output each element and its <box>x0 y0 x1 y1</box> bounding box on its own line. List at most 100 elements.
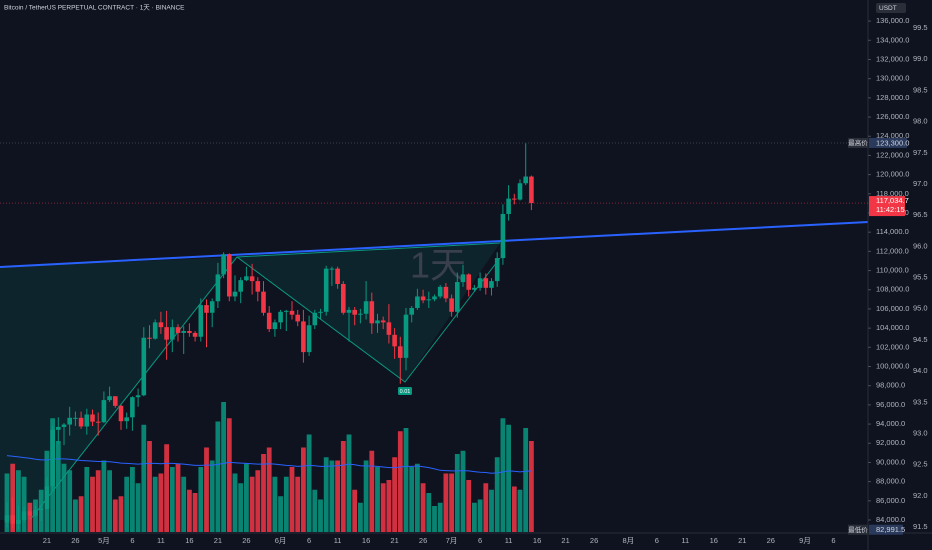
x-tick-label: 16 <box>185 536 193 545</box>
volume-ma-line <box>6 455 532 474</box>
volume-bar <box>340 441 346 532</box>
candle-body <box>261 291 266 313</box>
high-value: 123,300.0 <box>876 138 909 147</box>
volume-bar <box>118 496 124 532</box>
volume-bar <box>95 470 101 532</box>
y-tick-label: 112,000.0 <box>876 246 909 255</box>
volume-bar <box>107 470 112 532</box>
y-tick-label: 118,000.0 <box>876 189 909 198</box>
candle-body <box>56 426 61 430</box>
volume-bar <box>346 434 352 532</box>
candle-body <box>352 309 357 315</box>
y-tick-label: 102,000.0 <box>876 342 909 351</box>
x-tick-label: 26 <box>590 536 598 545</box>
x-tick-label: 16 <box>710 536 718 545</box>
volume-bar <box>329 460 335 532</box>
volume-bar <box>158 473 164 532</box>
candle-body <box>238 280 243 292</box>
volume-bar <box>226 418 232 532</box>
volume-bar <box>443 473 449 532</box>
candle-body <box>278 311 283 323</box>
volume-bar <box>124 476 130 532</box>
volume-bar <box>335 460 340 532</box>
candle-body <box>33 509 38 516</box>
low-label: 最低价 <box>848 525 868 534</box>
candle-body <box>118 405 124 422</box>
volume-bar <box>21 476 27 532</box>
volume-bar <box>369 450 375 532</box>
candle-body <box>21 511 27 521</box>
candle-body <box>113 396 118 406</box>
x-tick-label: 6月 <box>275 536 287 545</box>
candle-body <box>386 322 392 335</box>
volume-bar <box>301 447 306 532</box>
last-price-box <box>869 196 905 217</box>
y-tick-label: 130,000.0 <box>876 74 909 83</box>
candle-body <box>221 254 226 275</box>
y-tick-label: 92,000.0 <box>876 438 905 447</box>
x-tick-label: 21 <box>390 536 398 545</box>
y-tick-label: 86,000.0 <box>876 496 905 505</box>
candle-body <box>158 322 164 328</box>
x-tick-label: 11 <box>334 536 342 545</box>
candle-body <box>152 322 158 339</box>
pattern-label: 0.01 <box>400 389 411 395</box>
x-tick-label: 21 <box>738 536 746 545</box>
candle-body <box>187 331 192 333</box>
candle-body <box>215 274 221 302</box>
candle-body <box>500 213 506 259</box>
candle-body <box>255 281 261 292</box>
y-tick-label: 110,000.0 <box>876 266 909 275</box>
volume-bar <box>506 424 511 532</box>
y-tick-label: 132,000.0 <box>876 54 909 63</box>
y-tick-label: 100,000.0 <box>876 361 909 370</box>
x-tick-label: 21 <box>43 536 51 545</box>
candle-body <box>432 296 437 300</box>
volume-bar <box>306 434 312 532</box>
volume-bar <box>386 480 392 532</box>
y2-tick-label: 91.5 <box>913 522 928 531</box>
candle-body <box>494 258 500 282</box>
candle-body <box>181 331 186 333</box>
x-tick-label: 26 <box>767 536 775 545</box>
candle-body <box>329 268 335 270</box>
volume-bar <box>175 463 181 532</box>
high-label: 最高价 <box>848 138 868 147</box>
volume-bar <box>426 493 432 532</box>
high-label-box <box>848 137 868 148</box>
y-tick-label: 88,000.0 <box>876 477 905 486</box>
volume-bar <box>523 428 529 532</box>
low-label-box <box>848 524 868 535</box>
candle-body <box>358 313 363 315</box>
volume-bar <box>16 470 21 532</box>
y2-tick-label: 96.0 <box>913 241 928 250</box>
candle-body <box>170 327 175 340</box>
y2-tick-label: 95.0 <box>913 304 928 313</box>
volume-bar <box>409 467 415 532</box>
y2-tick-label: 95.5 <box>913 273 928 282</box>
candle-body <box>44 486 50 509</box>
volume-bar <box>432 506 437 532</box>
x-tick-label: 26 <box>419 536 427 545</box>
candle-body <box>301 321 306 353</box>
candle-body <box>67 417 72 425</box>
candle-body <box>403 314 409 358</box>
candle-body <box>506 198 511 214</box>
candle-body <box>489 281 494 288</box>
y2-tick-label: 92.0 <box>913 491 928 500</box>
volume-bar <box>363 460 369 532</box>
volume-bar <box>437 502 443 532</box>
y-tick-label: 90,000.0 <box>876 457 905 466</box>
volume-bar <box>517 489 523 532</box>
y2-tick-label: 96.5 <box>913 210 928 219</box>
candle-body <box>101 400 107 423</box>
candle-body <box>147 337 152 339</box>
volume-bar <box>181 476 187 532</box>
volume-bar <box>392 457 397 532</box>
x-tick-label: 11 <box>505 536 513 545</box>
candle-body <box>346 309 352 313</box>
volume-bar <box>312 489 318 532</box>
y2-tick-label: 93.0 <box>913 428 928 437</box>
volume-bar <box>454 454 460 532</box>
